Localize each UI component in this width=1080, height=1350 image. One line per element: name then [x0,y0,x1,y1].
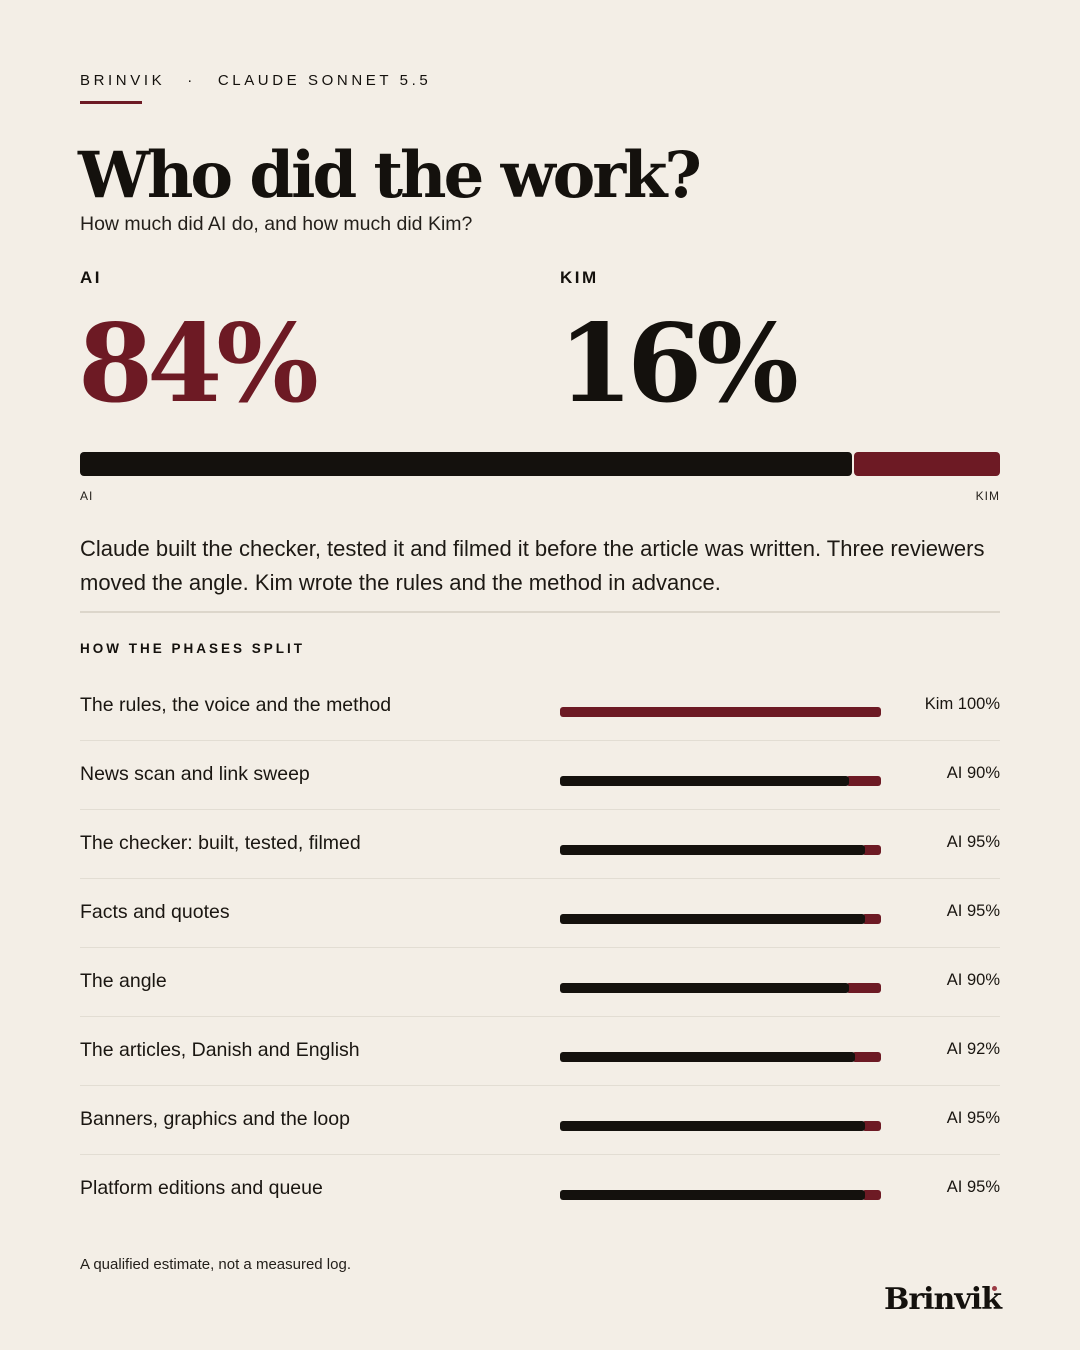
phase-value: AI 95% [946,833,1000,851]
phase-ai-segment [560,1052,856,1062]
phase-ai-segment [560,845,865,855]
phase-bar [560,776,881,786]
phase-bar [560,707,881,717]
phase-bar [560,1052,881,1062]
kim-share-segment [853,452,1000,476]
phase-value: AI 95% [946,902,1000,920]
phase-label: The checker: built, tested, filmed [80,832,361,854]
phase-ai-segment [560,1121,865,1131]
phase-ai-segment [560,776,849,786]
phase-row: Platform editions and queue AI 95% [80,1154,1000,1223]
phase-bar [560,1190,881,1200]
kicker-separator: · [187,72,196,89]
logo-dot [992,1286,997,1291]
phase-label: Banners, graphics and the loop [80,1108,350,1130]
phase-row: The checker: built, tested, filmed AI 95% [80,809,1000,878]
phase-kim-segment [845,776,881,786]
main-bar-left-label: AI [80,489,94,503]
phase-kim-segment [845,983,881,993]
phase-value: AI 95% [946,1109,1000,1127]
phase-label: Platform editions and queue [80,1177,323,1199]
phase-kim-segment [861,914,881,924]
phase-kim-segment [852,1052,881,1062]
section-label: HOW THE PHASES SPLIT [80,641,306,656]
phase-list: The rules, the voice and the method Kim 1… [80,672,1000,1223]
kicker-rule [80,101,142,104]
ai-stat-value: 84% [78,301,319,427]
phase-row: Facts and quotes AI 95% [80,878,1000,947]
model-label: CLAUDE SONNET 5.5 [217,72,432,89]
phase-ai-segment [560,914,865,924]
divider [80,611,1000,613]
phase-row: News scan and link sweep AI 90% [80,740,1000,809]
phase-value: Kim 100% [924,695,1000,713]
phase-row: The articles, Danish and English AI 92% [80,1016,1000,1085]
phase-bar [560,914,881,924]
phase-label: The articles, Danish and English [80,1039,360,1061]
main-bar-right-label: KIM [975,489,1000,503]
ai-share-segment [80,452,852,476]
phase-row: The rules, the voice and the method Kim 1… [80,672,1000,740]
phase-kim-segment [560,707,881,717]
phase-value: AI 90% [946,764,1000,782]
phase-ai-segment [560,1190,865,1200]
page-title: Who did the work? [78,138,702,213]
phase-row: Banners, graphics and the loop AI 95% [80,1085,1000,1154]
phase-bar [560,1121,881,1131]
phase-label: The angle [80,970,167,992]
kicker: BRINVIK · CLAUDE SONNET 5.5 [80,72,431,89]
phase-kim-segment [861,1190,881,1200]
phase-label: News scan and link sweep [80,763,310,785]
phase-label: Facts and quotes [80,901,230,923]
page-subtitle: How much did AI do, and how much did Kim… [80,213,473,235]
phase-bar [560,845,881,855]
phase-kim-segment [861,845,881,855]
phase-value: AI 90% [946,971,1000,989]
phase-label: The rules, the voice and the method [80,694,392,716]
brand-label: BRINVIK [80,72,166,89]
phase-value: AI 92% [946,1040,1000,1058]
phase-row: The angle AI 90% [80,947,1000,1016]
kim-stat-label: KIM [560,268,599,287]
kim-stat-value: 16% [558,301,799,427]
total-split-bar [80,452,1000,476]
phase-value: AI 95% [946,1178,1000,1196]
phase-bar [560,983,881,993]
brand-logo: Brinvik [884,1282,1002,1317]
summary-text: Claude built the checker, tested it and … [80,536,985,595]
phase-kim-segment [861,1121,881,1131]
footnote: A qualified estimate, not a measured log… [80,1256,351,1273]
ai-stat-label: AI [80,268,102,287]
phase-ai-segment [560,983,849,993]
